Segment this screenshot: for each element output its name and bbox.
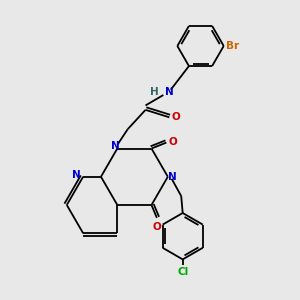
Text: N: N [165, 87, 174, 97]
Text: N: N [111, 141, 120, 151]
Text: O: O [168, 137, 177, 147]
Text: O: O [152, 222, 161, 232]
Text: O: O [171, 112, 180, 122]
Text: Cl: Cl [177, 267, 188, 277]
Text: N: N [72, 170, 81, 180]
Text: N: N [168, 172, 177, 182]
Text: Br: Br [226, 41, 239, 51]
Text: H: H [150, 87, 159, 97]
